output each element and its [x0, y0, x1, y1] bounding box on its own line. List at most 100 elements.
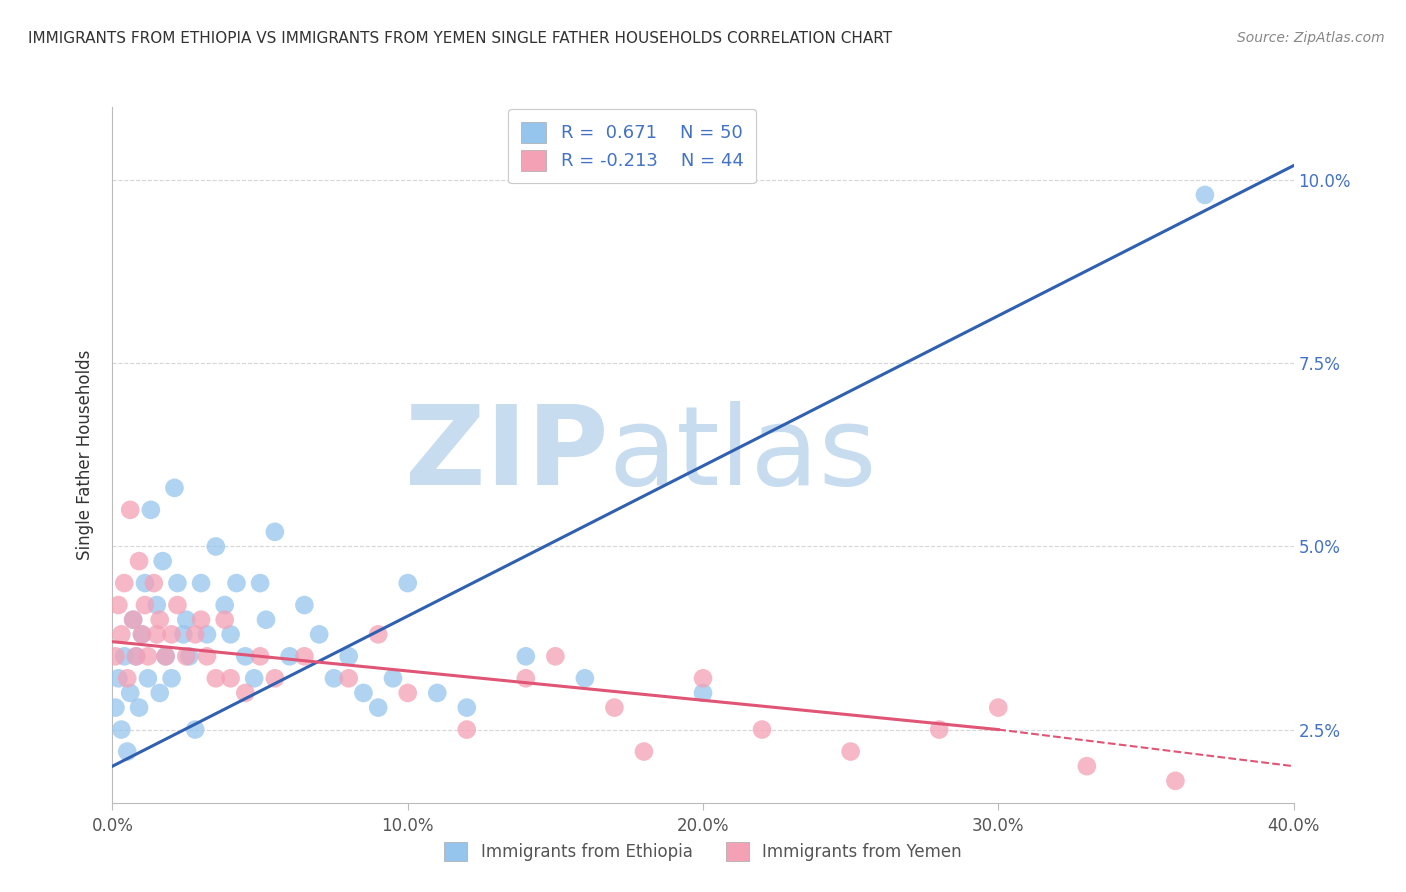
Point [155, 649, 177, 664]
Point [195, 649, 218, 664]
Point [515, 671, 537, 685]
Point [184, 723, 207, 737]
Point [751, 723, 773, 737]
Point [264, 671, 287, 685]
Point [131, 627, 153, 641]
Point [149, 613, 172, 627]
Text: ZIP: ZIP [405, 401, 609, 508]
Point [396, 576, 419, 591]
Text: atlas: atlas [609, 401, 877, 508]
Point [692, 671, 714, 685]
Point [107, 598, 129, 612]
Point [120, 686, 142, 700]
Point [163, 481, 186, 495]
Point [456, 700, 478, 714]
Point [249, 576, 271, 591]
Point [174, 649, 197, 664]
Point [544, 649, 567, 664]
Text: IMMIGRANTS FROM ETHIOPIA VS IMMIGRANTS FROM YEMEN SINGLE FATHER HOUSEHOLDS CORRE: IMMIGRANTS FROM ETHIOPIA VS IMMIGRANTS F… [28, 31, 893, 46]
Point [117, 671, 138, 685]
Point [308, 627, 330, 641]
Point [166, 576, 188, 591]
Point [160, 627, 183, 641]
Point [214, 613, 236, 627]
Point [205, 540, 228, 554]
Point [117, 745, 138, 759]
Point [160, 671, 183, 685]
Point [233, 686, 256, 700]
Point [574, 671, 596, 685]
Point [214, 598, 236, 612]
Point [264, 524, 287, 539]
Point [323, 671, 346, 685]
Point [337, 649, 360, 664]
Point [190, 613, 212, 627]
Point [396, 686, 419, 700]
Point [515, 649, 537, 664]
Point [134, 576, 156, 591]
Point [122, 613, 145, 627]
Point [125, 649, 148, 664]
Point [107, 671, 129, 685]
Point [172, 627, 194, 641]
Point [692, 686, 714, 700]
Point [292, 649, 315, 664]
Point [174, 613, 197, 627]
Point [122, 613, 145, 627]
Point [131, 627, 153, 641]
Point [225, 576, 247, 591]
Point [190, 576, 212, 591]
Point [152, 554, 174, 568]
Point [249, 649, 271, 664]
Point [1076, 759, 1098, 773]
Point [139, 503, 162, 517]
Point [426, 686, 449, 700]
Point [292, 598, 315, 612]
Point [146, 627, 169, 641]
Point [1164, 773, 1187, 788]
Point [104, 649, 127, 664]
Point [128, 554, 150, 568]
Point [184, 627, 207, 641]
Point [456, 723, 478, 737]
Point [367, 700, 389, 714]
Point [195, 627, 218, 641]
Point [112, 649, 135, 664]
Point [603, 700, 626, 714]
Legend: Immigrants from Ethiopia, Immigrants from Yemen: Immigrants from Ethiopia, Immigrants fro… [430, 829, 976, 875]
Point [112, 576, 135, 591]
Point [146, 598, 169, 612]
Point [839, 745, 862, 759]
Point [633, 745, 655, 759]
Point [125, 649, 148, 664]
Text: Source: ZipAtlas.com: Source: ZipAtlas.com [1237, 31, 1385, 45]
Point [149, 686, 172, 700]
Point [104, 700, 127, 714]
Point [128, 700, 150, 714]
Point [254, 613, 277, 627]
Point [179, 649, 201, 664]
Point [136, 649, 159, 664]
Point [233, 649, 256, 664]
Legend: R =  0.671    N = 50, R = -0.213    N = 44: R = 0.671 N = 50, R = -0.213 N = 44 [508, 109, 756, 184]
Point [110, 723, 132, 737]
Point [243, 671, 266, 685]
Point [367, 627, 389, 641]
Point [219, 671, 242, 685]
Point [278, 649, 301, 664]
Point [120, 503, 142, 517]
Point [134, 598, 156, 612]
Point [136, 671, 159, 685]
Point [142, 576, 165, 591]
Point [1194, 188, 1216, 202]
Point [205, 671, 228, 685]
Point [155, 649, 177, 664]
Point [110, 627, 132, 641]
Point [337, 671, 360, 685]
Point [166, 598, 188, 612]
Point [987, 700, 1010, 714]
Y-axis label: Single Father Households: Single Father Households [76, 350, 94, 560]
Point [219, 627, 242, 641]
Point [352, 686, 374, 700]
Point [382, 671, 405, 685]
